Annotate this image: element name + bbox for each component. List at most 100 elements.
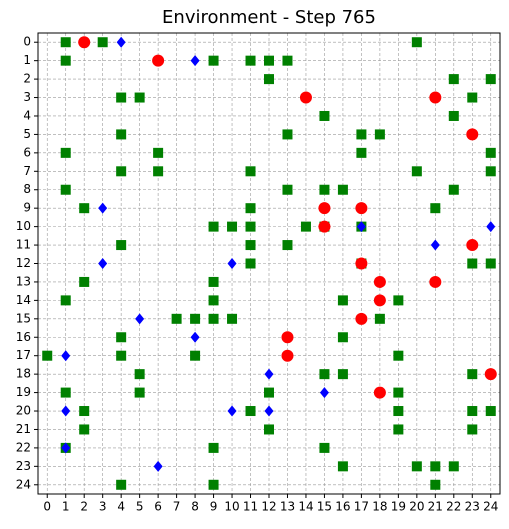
obstacle <box>134 387 145 398</box>
obstacle <box>208 276 219 287</box>
agent <box>78 36 91 49</box>
y-tick-label: 3 <box>23 90 31 104</box>
target <box>116 36 126 48</box>
target <box>153 460 163 472</box>
y-tick-label: 14 <box>16 293 31 307</box>
obstacle <box>245 240 256 251</box>
obstacle <box>190 313 201 324</box>
x-tick-label: 13 <box>280 500 295 514</box>
obstacle <box>60 55 71 66</box>
obstacle <box>411 166 422 177</box>
y-tick-label: 18 <box>16 367 31 381</box>
obstacle <box>116 479 127 490</box>
obstacle <box>393 424 404 435</box>
obstacle <box>430 461 441 472</box>
obstacle <box>300 221 311 232</box>
target <box>356 221 366 233</box>
obstacle <box>448 184 459 195</box>
y-tick-label: 8 <box>23 182 31 196</box>
target <box>486 221 496 233</box>
x-tick-label: 15 <box>317 500 332 514</box>
x-tick-label: 7 <box>173 500 181 514</box>
y-tick-label: 9 <box>23 201 31 215</box>
plot-frame <box>37 32 501 495</box>
y-tick-label: 5 <box>23 127 31 141</box>
obstacle <box>208 55 219 66</box>
y-tick-label: 13 <box>16 274 31 288</box>
agent <box>484 368 497 381</box>
y-tick-label: 24 <box>16 477 31 491</box>
x-tick-label: 0 <box>43 500 51 514</box>
y-tick-label: 19 <box>16 385 31 399</box>
obstacle <box>448 110 459 121</box>
obstacle <box>97 37 108 48</box>
obstacle <box>374 313 385 324</box>
obstacle <box>190 350 201 361</box>
obstacle <box>208 295 219 306</box>
y-tick-label: 15 <box>16 311 31 325</box>
obstacle <box>393 295 404 306</box>
agent <box>429 275 442 288</box>
obstacle <box>374 129 385 140</box>
target <box>190 331 200 343</box>
obstacle <box>116 240 127 251</box>
obstacle <box>153 166 164 177</box>
y-tick-label: 10 <box>16 219 31 233</box>
agent <box>152 54 165 67</box>
obstacle <box>264 387 274 398</box>
x-tick-label: 3 <box>99 500 107 514</box>
obstacle <box>393 387 404 398</box>
target <box>227 258 237 269</box>
agent <box>373 386 386 399</box>
x-tick-label: 1 <box>62 500 70 514</box>
obstacle <box>227 221 238 232</box>
x-tick-label: 14 <box>298 500 313 514</box>
obstacle <box>116 332 127 343</box>
obstacle <box>485 258 496 269</box>
obstacle <box>393 406 404 417</box>
target <box>190 55 200 67</box>
obstacle <box>485 147 496 158</box>
obstacle <box>42 350 53 361</box>
obstacle <box>467 258 478 269</box>
x-tick-label: 22 <box>446 500 461 514</box>
target <box>135 313 145 325</box>
x-tick-label: 16 <box>335 500 350 514</box>
obstacle <box>264 74 274 85</box>
x-tick-label: 2 <box>80 500 88 514</box>
x-tick-label: 17 <box>354 500 369 514</box>
x-tick-label: 19 <box>391 500 406 514</box>
x-tick-label: 8 <box>191 500 199 514</box>
target <box>61 350 71 362</box>
y-tick-label: 1 <box>23 53 31 67</box>
target <box>98 202 108 214</box>
obstacle <box>467 92 478 103</box>
obstacle <box>116 92 127 103</box>
obstacle <box>430 203 441 214</box>
x-tick-label: 9 <box>210 500 218 514</box>
y-tick-label: 16 <box>16 330 31 344</box>
y-tick-label: 22 <box>16 440 31 454</box>
obstacle <box>467 406 478 417</box>
y-tick-label: 6 <box>23 145 31 159</box>
obstacle <box>208 479 219 490</box>
obstacle <box>208 442 219 453</box>
agent <box>429 91 442 104</box>
obstacle <box>356 147 367 158</box>
obstacle <box>245 55 256 66</box>
agent <box>318 202 331 215</box>
obstacle <box>282 129 293 140</box>
obstacle <box>79 203 90 214</box>
obstacle <box>245 166 256 177</box>
x-tick-label: 21 <box>428 500 443 514</box>
obstacle <box>282 184 293 195</box>
agent <box>281 331 294 344</box>
y-tick-label: 11 <box>16 238 31 252</box>
obstacle <box>337 332 348 343</box>
obstacle <box>467 369 478 380</box>
obstacle <box>116 129 127 140</box>
agent <box>355 312 368 325</box>
obstacle <box>60 184 71 195</box>
obstacle <box>485 166 496 177</box>
obstacle <box>134 369 145 380</box>
